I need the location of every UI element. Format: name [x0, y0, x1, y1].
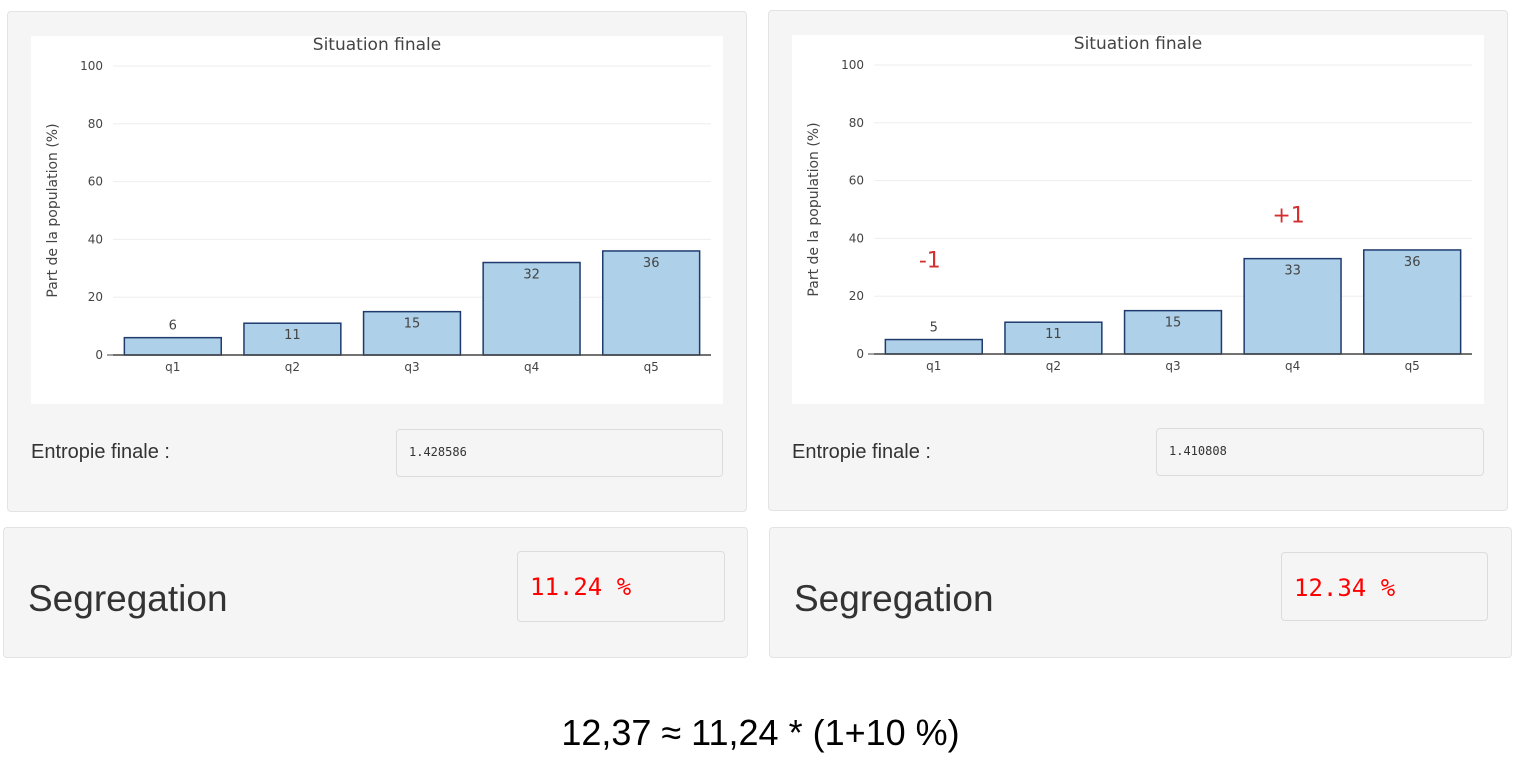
bar-value-label: 15 [1165, 316, 1182, 331]
chart-panel-left: Situation finale 0 20 40 60 80 100 Part de la p… [7, 11, 747, 512]
change-annotation: +1 [1272, 204, 1304, 229]
y-tick-label: 0 [856, 347, 864, 361]
bar [884, 338, 983, 355]
segregation-panel-left: Segregation 11.24 % [3, 527, 748, 658]
y-tick-label: 20 [849, 289, 864, 303]
y-tick-label: 100 [80, 59, 103, 73]
y-tick-label: 80 [88, 117, 103, 131]
y-tick-label: 80 [849, 116, 864, 130]
y-tick-label: 0 [95, 348, 103, 362]
x-tick-label: q5 [644, 360, 659, 374]
y-tick-label: 100 [841, 58, 864, 72]
bar [1363, 249, 1462, 355]
segregation-label: Segregation [28, 578, 228, 619]
bar-chart-left: Situation finale 0 20 40 60 80 100 Part de la p… [45, 36, 711, 374]
entropy-field[interactable]: 1.428586 [396, 429, 723, 477]
bar-value-label: 33 [1284, 264, 1301, 279]
segregation-field[interactable]: 11.24 % [517, 551, 725, 622]
entropy-label: Entropie finale : [31, 441, 170, 463]
chart-left: Situation finale 0 20 40 60 80 100 Part de la p… [31, 36, 723, 404]
bar-value-label: 15 [404, 317, 421, 332]
bar-value-label: 5 [930, 321, 938, 336]
y-tick-label: 40 [849, 231, 864, 245]
segregation-label: Segregation [794, 578, 994, 619]
bar [602, 250, 701, 356]
chart-title: Situation finale [313, 36, 441, 55]
y-tick-label: 40 [88, 232, 103, 246]
segregation-panel-right: Segregation 12.34 % [769, 527, 1512, 658]
formula-text: 12,37 ≈ 11,24 * (1+10 %) [561, 712, 960, 753]
x-tick-label: q2 [1046, 359, 1061, 373]
entropy-field[interactable]: 1.410808 [1156, 428, 1484, 476]
x-tick-label: q4 [524, 360, 539, 374]
bar [1243, 257, 1342, 355]
bar-value-label: 36 [1404, 255, 1421, 270]
change-annotation: -1 [919, 249, 941, 274]
bar-value-label: 36 [643, 256, 660, 271]
y-tick-label: 20 [88, 290, 103, 304]
x-tick-label: q2 [285, 360, 300, 374]
segregation-field[interactable]: 12.34 % [1281, 552, 1488, 621]
bar-value-label: 11 [1045, 327, 1062, 342]
bar [482, 261, 581, 356]
entropy-label: Entropie finale : [792, 441, 931, 463]
y-tick-label: 60 [88, 175, 103, 189]
x-tick-label: q3 [1165, 359, 1180, 373]
bar-value-label: 6 [169, 319, 177, 334]
chart-title: Situation finale [1074, 35, 1202, 54]
bar [123, 336, 222, 356]
chart-panel-right: Situation finale 0 20 40 60 80 100 Part de la p… [768, 10, 1508, 511]
x-tick-label: q5 [1405, 359, 1420, 373]
bar-chart-right: Situation finale 0 20 40 60 80 100 Part de la p… [806, 35, 1472, 373]
bar [243, 322, 342, 356]
y-axis-label: Part de la population (%) [45, 123, 61, 297]
bar-value-label: 11 [284, 328, 301, 343]
x-tick-label: q1 [926, 359, 941, 373]
chart-right: Situation finale 0 20 40 60 80 100 Part de la p… [792, 35, 1484, 404]
x-tick-label: q3 [404, 360, 419, 374]
y-tick-label: 60 [849, 174, 864, 188]
y-axis-label: Part de la population (%) [806, 122, 822, 296]
x-tick-label: q4 [1285, 359, 1300, 373]
bar-value-label: 32 [523, 268, 540, 283]
x-tick-label: q1 [165, 360, 180, 374]
